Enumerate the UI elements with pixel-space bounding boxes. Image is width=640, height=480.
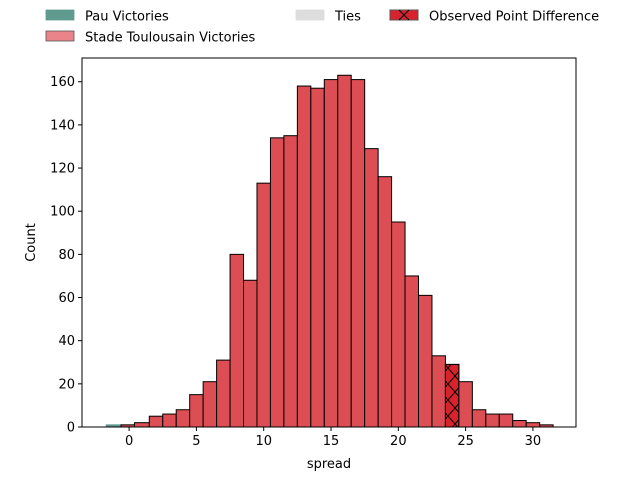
pau-victories-legend-label: Pau Victories bbox=[85, 10, 169, 25]
stade-toulousain-victories-bar bbox=[175, 409, 191, 428]
stade-toulousain-victories-bar bbox=[229, 253, 245, 428]
stade-toulousain-victories-bar bbox=[377, 176, 393, 428]
stade-toulousain-victories-bar bbox=[283, 135, 298, 428]
x-tick-label: 25 bbox=[457, 434, 474, 449]
stade-toulousain-victories-bar bbox=[256, 182, 271, 428]
stade-toulousain-victories-bar bbox=[418, 294, 433, 428]
x-tick-label: 0 bbox=[125, 434, 133, 449]
x-axis-label: spread bbox=[307, 457, 351, 472]
stade-toulousain-victories-bar bbox=[471, 409, 487, 428]
stade-toulousain-victories-bar bbox=[189, 394, 204, 428]
stade-toulousain-victories-bar bbox=[269, 137, 285, 428]
observed-point-difference-legend-hatch bbox=[398, 9, 410, 21]
stade-toulousain-victories-bar bbox=[364, 148, 379, 428]
stade-toulousain-victories-bar bbox=[162, 413, 177, 428]
y-tick-label: 140 bbox=[50, 118, 75, 133]
stade-toulousain-victories-bar bbox=[525, 422, 541, 428]
stade-toulousain-victories-bar bbox=[458, 381, 473, 428]
legend: Pau Victories Stade Toulousain Victories T… bbox=[45, 9, 599, 46]
stade-toulousain-victories-bar bbox=[431, 355, 446, 428]
stade-toulousain-victories-bar bbox=[216, 359, 231, 428]
observed-point-difference-hatch bbox=[444, 363, 460, 428]
stade-toulousain-victories-bar bbox=[133, 422, 150, 428]
plot-frame bbox=[81, 57, 577, 428]
stade-toulousain-victories-bar bbox=[296, 85, 312, 428]
y-tick-label: 0 bbox=[67, 421, 75, 436]
y-axis-label: Count bbox=[24, 223, 39, 262]
y-axis: 0 20 40 60 80 100 120 140 160 bbox=[50, 75, 82, 436]
stade-toulousain-victories-bar bbox=[310, 87, 325, 428]
x-axis: 0 5 10 15 20 25 30 bbox=[125, 427, 541, 449]
stade-toulousain-victories-bar bbox=[323, 79, 339, 428]
y-tick-label: 80 bbox=[58, 248, 75, 263]
stade-toulousain-victories-bar bbox=[148, 415, 164, 428]
y-tick-label: 160 bbox=[50, 75, 75, 90]
ties-legend-swatch bbox=[295, 9, 325, 21]
observed-point-difference-legend-label: Observed Point Difference bbox=[429, 10, 599, 25]
stade-toulousain-victories-bar bbox=[243, 279, 258, 428]
stade-toulousain-victories-bar bbox=[404, 275, 420, 428]
y-tick-label: 20 bbox=[58, 377, 75, 392]
stade-toulousain-victories-legend-swatch bbox=[45, 30, 75, 42]
stade-toulousain-victories-bar bbox=[391, 221, 406, 428]
stade-toulousain-victories-bar bbox=[512, 420, 527, 428]
stade-toulousain-victories-bar bbox=[498, 413, 514, 428]
pau-victories-legend-swatch bbox=[45, 9, 75, 21]
x-tick-label: 5 bbox=[192, 434, 200, 449]
stade-toulousain-victories-bar bbox=[350, 79, 366, 428]
stade-toulousain-victories-legend-label: Stade Toulousain Victories bbox=[85, 31, 256, 46]
y-tick-label: 120 bbox=[50, 162, 75, 177]
x-tick-label: 20 bbox=[390, 434, 407, 449]
x-tick-label: 15 bbox=[323, 434, 340, 449]
bars bbox=[105, 74, 554, 428]
x-tick-label: 10 bbox=[255, 434, 272, 449]
ties-legend-label: Ties bbox=[334, 10, 361, 25]
stade-toulousain-victories-bar bbox=[485, 413, 500, 428]
y-tick-label: 60 bbox=[58, 291, 75, 306]
y-tick-label: 100 bbox=[50, 205, 75, 220]
stade-toulousain-victories-bar bbox=[202, 381, 218, 428]
y-tick-label: 40 bbox=[58, 334, 75, 349]
stade-toulousain-victories-bar bbox=[337, 74, 352, 428]
x-tick-label: 30 bbox=[525, 434, 542, 449]
